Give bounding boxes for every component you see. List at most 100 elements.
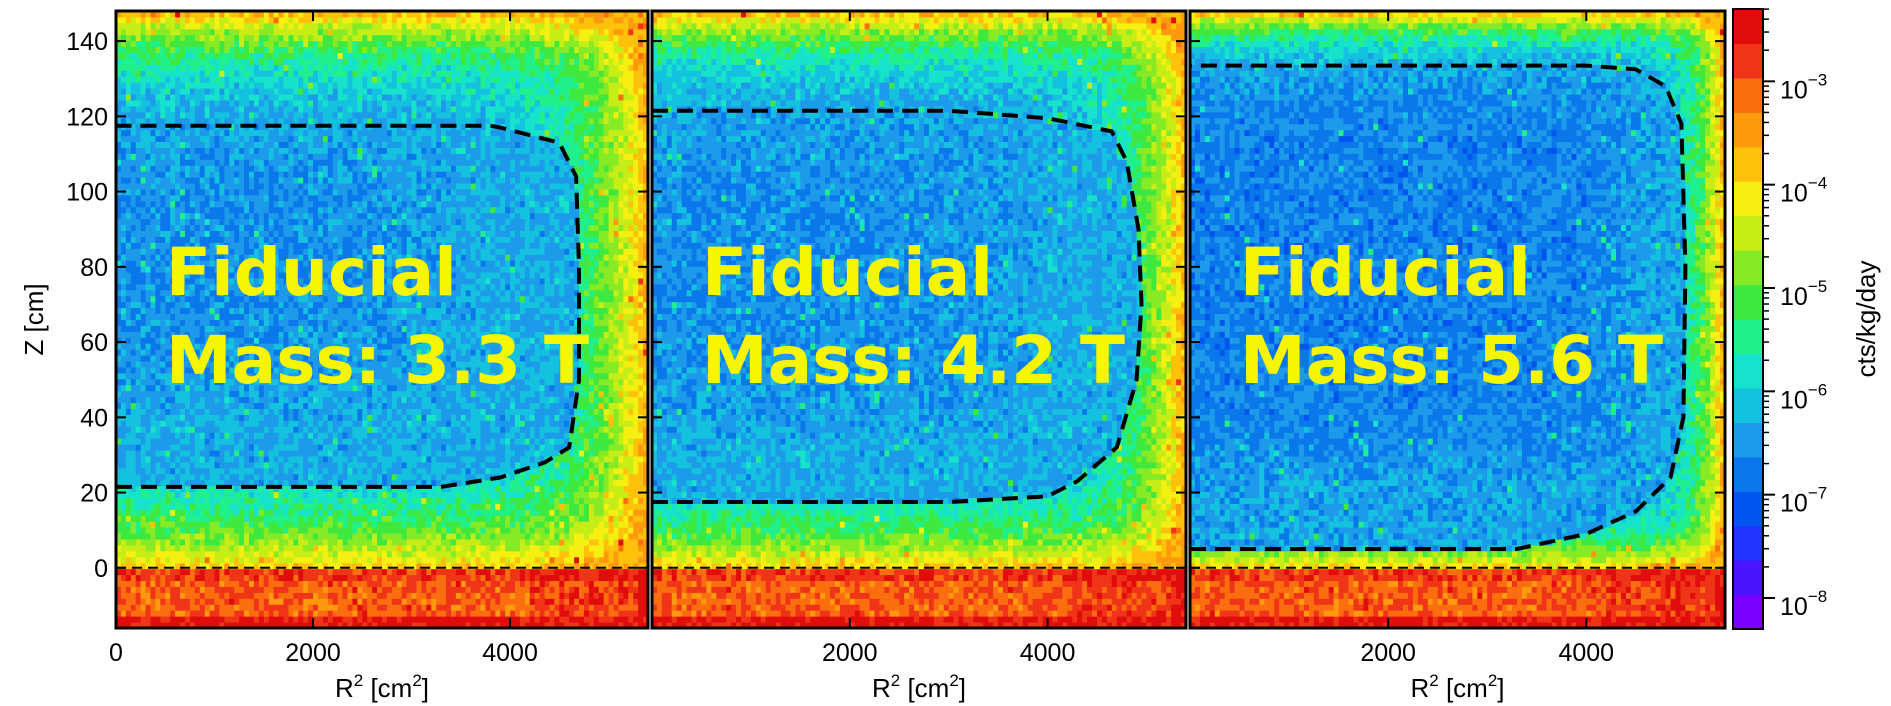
heatmap-cell bbox=[229, 82, 235, 89]
heatmap-cell bbox=[140, 159, 147, 166]
heatmap-cell bbox=[229, 616, 235, 623]
heatmap-cell bbox=[347, 420, 353, 427]
heatmap-cell bbox=[303, 402, 309, 409]
heatmap-cell bbox=[283, 420, 289, 427]
heatmap-cell bbox=[229, 34, 235, 42]
heatmap-cell bbox=[258, 218, 265, 226]
heatmap-cell bbox=[184, 230, 191, 237]
heatmap-cell bbox=[332, 479, 339, 487]
heatmap-cell bbox=[273, 64, 280, 71]
heatmap-cell bbox=[204, 568, 211, 576]
heatmap-cell bbox=[224, 533, 230, 540]
heatmap-cell bbox=[229, 295, 235, 303]
heatmap-cell bbox=[130, 200, 137, 208]
heatmap-cell bbox=[175, 301, 181, 309]
heatmap-cell bbox=[150, 46, 156, 54]
heatmap-cell bbox=[229, 533, 235, 540]
heatmap-cell bbox=[249, 212, 255, 220]
heatmap-cell bbox=[298, 105, 304, 113]
heatmap-cell bbox=[337, 129, 344, 137]
heatmap-cell bbox=[170, 206, 176, 214]
heatmap-cell bbox=[145, 22, 151, 30]
heatmap-cell bbox=[175, 82, 181, 89]
heatmap-cell bbox=[165, 319, 171, 326]
heatmap-cell bbox=[120, 580, 127, 587]
heatmap-cell bbox=[135, 212, 142, 220]
heatmap-cell bbox=[337, 521, 344, 528]
heatmap-cell bbox=[180, 183, 186, 190]
heatmap-cell bbox=[180, 527, 186, 534]
heatmap-cell bbox=[283, 218, 289, 226]
heatmap-cell bbox=[239, 604, 245, 611]
heatmap-cell bbox=[125, 165, 132, 172]
heatmap-cell bbox=[150, 527, 156, 534]
heatmap-cell bbox=[130, 295, 137, 303]
heatmap-cell bbox=[288, 94, 294, 101]
heatmap-cell bbox=[249, 562, 255, 570]
heatmap-cell bbox=[229, 147, 235, 154]
heatmap-cell bbox=[317, 141, 324, 148]
heatmap-cell bbox=[229, 206, 235, 214]
heatmap-cell bbox=[337, 539, 344, 546]
heatmap-cell bbox=[130, 260, 137, 267]
heatmap-cell bbox=[116, 610, 122, 617]
heatmap-cell bbox=[150, 450, 156, 457]
heatmap-cell bbox=[130, 396, 137, 404]
heatmap-cell bbox=[204, 473, 211, 481]
heatmap-cell bbox=[150, 248, 156, 255]
heatmap-cell bbox=[253, 319, 260, 326]
heatmap-cell bbox=[165, 188, 171, 196]
heatmap-cell bbox=[116, 177, 122, 184]
heatmap-cell bbox=[313, 438, 319, 445]
heatmap-cell bbox=[288, 503, 294, 510]
heatmap-cell bbox=[204, 515, 211, 522]
heatmap-cell bbox=[249, 355, 255, 362]
heatmap-cell bbox=[219, 467, 225, 475]
heatmap-cell bbox=[278, 141, 284, 148]
heatmap-cell bbox=[342, 414, 349, 421]
heatmap-cell bbox=[140, 272, 147, 279]
heatmap-cell bbox=[180, 153, 186, 160]
heatmap-cell bbox=[298, 444, 304, 451]
heatmap-cell bbox=[268, 153, 275, 160]
heatmap-cell bbox=[214, 99, 220, 107]
heatmap-cell bbox=[253, 592, 260, 599]
heatmap-cell bbox=[293, 171, 299, 178]
heatmap-cell bbox=[322, 556, 329, 564]
heatmap-cell bbox=[234, 99, 240, 107]
heatmap-cell bbox=[116, 361, 122, 368]
heatmap-cell bbox=[120, 396, 127, 404]
heatmap-cell bbox=[234, 266, 240, 273]
heatmap-cell bbox=[253, 135, 260, 143]
heatmap-cell bbox=[337, 76, 344, 83]
heatmap-cell bbox=[234, 301, 240, 309]
heatmap-cell bbox=[180, 254, 186, 261]
heatmap-cell bbox=[125, 402, 132, 409]
heatmap-cell bbox=[288, 212, 294, 220]
heatmap-cell bbox=[135, 123, 142, 131]
heatmap-cell bbox=[253, 313, 260, 320]
heatmap-cell bbox=[313, 580, 319, 587]
heatmap-cell bbox=[189, 272, 196, 279]
heatmap-cell bbox=[258, 105, 265, 113]
heatmap-cell bbox=[337, 99, 344, 107]
heatmap-cell bbox=[214, 479, 220, 487]
heatmap-cell bbox=[135, 491, 142, 498]
heatmap-cell bbox=[342, 88, 349, 95]
heatmap-cell bbox=[150, 153, 156, 160]
heatmap-cell bbox=[332, 402, 339, 409]
heatmap-cell bbox=[184, 319, 191, 326]
heatmap-cell bbox=[140, 58, 147, 65]
heatmap-cell bbox=[229, 70, 235, 77]
heatmap-cell bbox=[347, 521, 353, 528]
heatmap-cell bbox=[313, 188, 319, 196]
heatmap-cell bbox=[199, 420, 206, 427]
heatmap-cell bbox=[239, 467, 245, 475]
heatmap-cell bbox=[249, 503, 255, 510]
heatmap-cell bbox=[229, 94, 235, 101]
heatmap-cell bbox=[125, 467, 132, 475]
heatmap-cell bbox=[283, 503, 289, 510]
heatmap-cell bbox=[130, 307, 137, 315]
heatmap-cell bbox=[229, 574, 235, 582]
heatmap-cell bbox=[298, 509, 304, 516]
